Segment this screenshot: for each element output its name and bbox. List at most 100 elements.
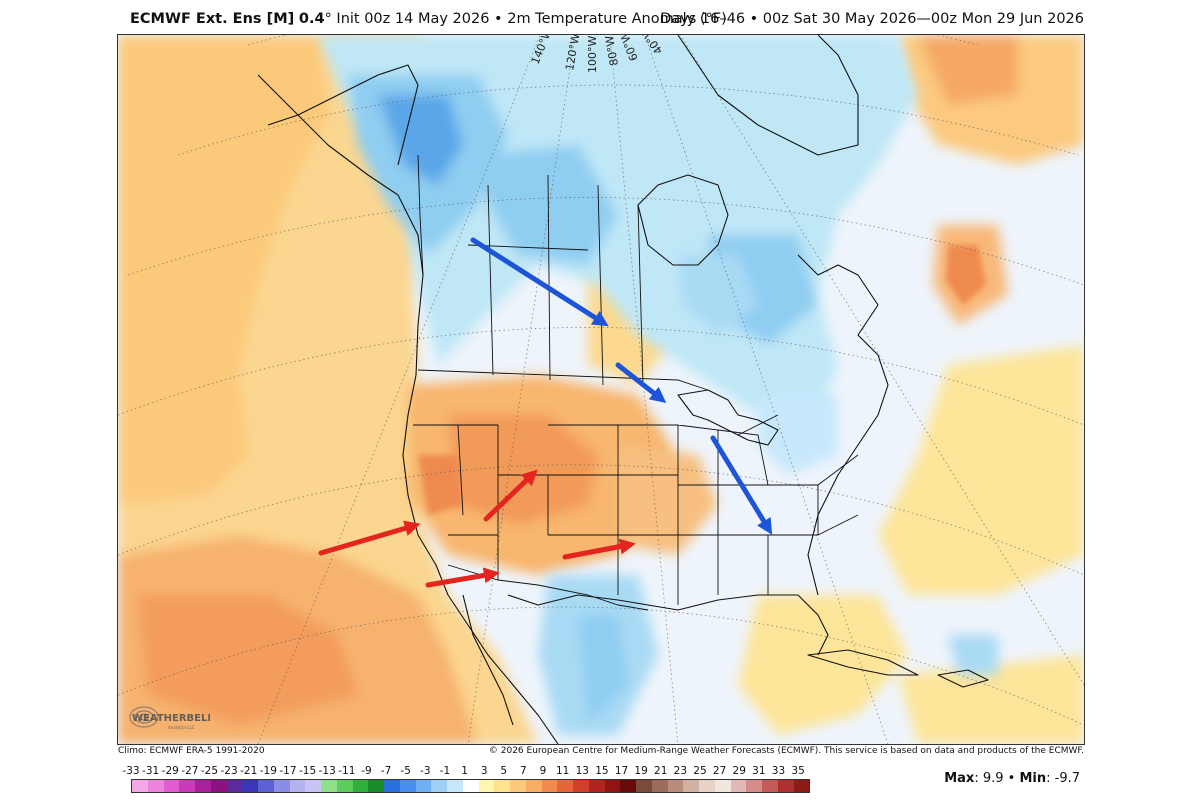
baja-california (462, 594, 514, 726)
colorbar-label: -23 (220, 765, 238, 777)
colorbar-swatch (226, 780, 243, 792)
colorbar-swatch (588, 780, 605, 792)
colorbar-swatch (258, 780, 274, 792)
colorbar-swatch (305, 780, 321, 792)
colorbar-swatch (573, 780, 589, 792)
colorbar-swatch (730, 780, 747, 792)
colorbar-swatch (147, 780, 164, 792)
colorbar-label: -3 (420, 765, 431, 777)
colorbar-label: -31 (142, 765, 160, 777)
hudson-bay (637, 174, 729, 266)
min-label: Min (1019, 771, 1047, 786)
model-name: ECMWF Ext. Ens [M] (130, 11, 295, 27)
map-panel: 140°W 120°W 100°W 80°W 60°W 40°W (117, 34, 1085, 745)
colorbar-label: -5 (400, 765, 411, 777)
colorbar-swatch (762, 780, 778, 792)
colorbar-label: -9 (361, 765, 372, 777)
coastlines-and-borders (257, 35, 989, 744)
colorbar (131, 779, 810, 793)
colorbar-label: 35 (791, 765, 805, 777)
weatherbell-logo: WEATHERBELL Analytics LLC (129, 706, 210, 730)
colorbar-swatch (746, 780, 762, 792)
colorbar-label: 15 (595, 765, 609, 777)
colorbar-swatch (699, 780, 715, 792)
us-canada-border (417, 369, 709, 391)
logo-text: WEATHERBELL (132, 713, 210, 724)
max-value: : 9.9 (974, 771, 1004, 786)
colorbar-label: 31 (752, 765, 766, 777)
arrow-warm-rockies (483, 469, 538, 522)
great-lakes (677, 389, 779, 446)
colorbar-label: 17 (614, 765, 629, 777)
alaska (267, 64, 419, 166)
colorbar-label: 7 (520, 765, 527, 777)
max-min-readout: Max: 9.9 • Min: -9.7 (944, 771, 1080, 786)
colorbar-swatch (620, 780, 636, 792)
colorbar-label: 13 (575, 765, 589, 777)
arrow-cool-canada-prairies (470, 237, 609, 327)
colorbar-label: -19 (259, 765, 277, 777)
colorbar-label: 33 (771, 765, 786, 777)
graticule (118, 35, 1084, 744)
degree-symbol: ° (324, 11, 332, 27)
colorbar-label: -13 (318, 765, 336, 777)
colorbar-label: 29 (732, 765, 746, 777)
colorbar-label: -17 (279, 765, 297, 777)
colorbar-label: 25 (693, 765, 707, 777)
colorbar-label: 21 (654, 765, 668, 777)
logo-subtext: Analytics LLC (168, 725, 195, 730)
colorbar-label: -21 (240, 765, 258, 777)
colorbar-swatch (384, 780, 400, 792)
colorbar-swatch (683, 780, 699, 792)
gulf-coast (507, 594, 829, 656)
colorbar-swatch (793, 780, 810, 792)
colorbar-swatch (242, 780, 258, 792)
colorbar-label: -33 (122, 765, 140, 777)
model-resolution: 0.4 (298, 11, 325, 27)
arrow-warm-baja (425, 567, 500, 588)
colorbar-label: 9 (539, 765, 547, 777)
us-states-west (413, 424, 619, 580)
map-header: ECMWF Ext. Ens [M] 0.4° Init 00z 14 May … (0, 0, 1202, 34)
colorbar-labels: -33 -31 -29 -27 -25 -23 -21 -19 -17 -15 -13 -11 -9 -7… (122, 765, 812, 779)
max-min-bullet: • (1007, 771, 1016, 786)
colorbar-swatch (336, 780, 353, 792)
colorbar-swatch (368, 780, 384, 792)
colorbar-swatch (179, 780, 195, 792)
colorbar-swatch (273, 780, 290, 792)
arrow-warm-california (318, 520, 421, 556)
colorbar-swatch (525, 780, 542, 792)
colorbar-swatch (541, 780, 558, 792)
colorbar-label: -27 (181, 765, 199, 777)
title-left: ECMWF Ext. Ens [M] 0.4° Init 00z 14 May … (130, 11, 727, 27)
climatology-note: Climo: ECMWF ERA-5 1991-2020 (118, 746, 265, 756)
valid-period: Days 16–46 • 00z Sat 30 May 2026—00z Mon… (660, 11, 1084, 27)
temperature-anomaly-map: 140°W 120°W 100°W 80°W 60°W 40°W (118, 35, 1084, 744)
colorbar-swatch (352, 780, 369, 792)
colorbar-swatch (462, 780, 479, 792)
arrow-warm-southern-plains (562, 538, 636, 560)
colorbar-swatch (557, 780, 573, 792)
colorbar-swatch (604, 780, 621, 792)
colorbar-label: 5 (500, 765, 508, 777)
copyright-note: © 2026 European Centre for Medium-Range … (488, 746, 1084, 756)
colorbar-swatch (195, 780, 211, 792)
colorbar-swatch (494, 780, 510, 792)
colorbar-swatch (651, 780, 668, 792)
greenland (677, 35, 859, 156)
colorbar-label: 3 (480, 765, 488, 777)
colorbar-swatch (777, 780, 794, 792)
lon-label-100w: 100°W (586, 36, 599, 73)
colorbar-swatch (415, 780, 432, 792)
colorbar-label: 11 (555, 765, 570, 777)
alaska-canada-border (417, 154, 424, 276)
arrow-cool-southeast (710, 435, 773, 535)
colorbar-label: 19 (634, 765, 648, 777)
colorbar-label: -11 (338, 765, 356, 777)
title-bullet: • (494, 11, 503, 27)
variable-name: 2m Temperature Anomaly (°F) (507, 11, 727, 27)
colorbar-label: 27 (712, 765, 727, 777)
colorbar-label: 1 (461, 765, 468, 777)
colorbar-swatch (447, 780, 463, 792)
lon-label-80w: 80°W (603, 35, 621, 67)
